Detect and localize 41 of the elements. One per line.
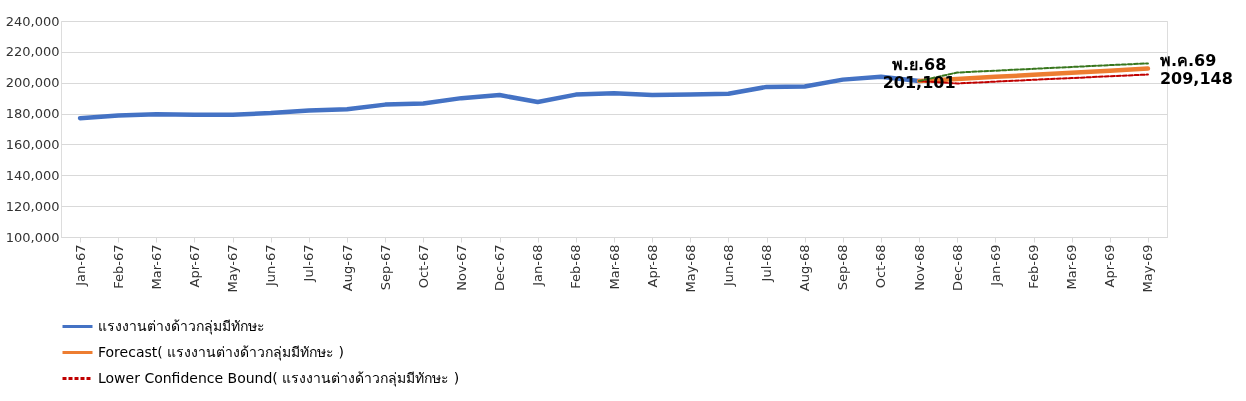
x-tick-label: Jan-68 (530, 244, 546, 287)
x-tick-label: Mar-68 (606, 244, 622, 290)
x-tick-label: Apr-68 (644, 244, 660, 288)
x-tick-label: Apr-67 (186, 244, 202, 288)
x-tick-label: Jul-67 (301, 244, 317, 283)
y-tick-label: 200,000 (5, 75, 60, 91)
x-tick-label: Sep-68 (835, 244, 851, 291)
x-tick-label: Jan-67 (72, 244, 88, 287)
legend-label: Lower Confidence Bound( แรงงานต่างด้าวกลุ่มมีทักษะ ) (98, 369, 460, 387)
x-tick-label: Jul-68 (759, 244, 775, 283)
x-tick-label: Feb-68 (568, 244, 584, 289)
x-tick-label: May-67 (225, 244, 241, 293)
y-tick-label: 240,000 (5, 13, 60, 29)
x-tick-label: May-68 (682, 244, 698, 293)
x-tick-label: Feb-67 (110, 244, 126, 289)
annotation: พ.ค.69 209,148 (1159, 50, 1233, 88)
x-tick-label: Jan-69 (987, 244, 1003, 287)
x-tick-label: Oct-67 (415, 244, 431, 289)
x-tick-label: Sep-67 (377, 244, 393, 291)
x-tick-label: Dec-68 (949, 244, 965, 291)
x-tick-label: Oct-68 (873, 244, 889, 289)
legend-label: แรงงานต่างด้าวกลุ่มมีทักษะ (98, 317, 265, 335)
y-tick-label: 120,000 (5, 198, 60, 214)
x-tick-label: Mar-69 (1064, 244, 1080, 290)
x-tick-label: Apr-69 (1102, 244, 1118, 288)
y-tick-label: 180,000 (5, 106, 60, 122)
x-tick-label: Mar-67 (148, 244, 164, 290)
x-tick-label: Aug-67 (339, 244, 355, 292)
x-tick-label: Dec-67 (492, 244, 508, 291)
x-tick-label: May-69 (1140, 244, 1156, 293)
x-tick-label: Nov-68 (911, 244, 927, 291)
y-tick-label: 220,000 (5, 44, 60, 60)
x-tick-label: Jun-67 (263, 244, 279, 288)
x-tick-label: Feb-69 (1026, 244, 1042, 289)
x-tick-label: Nov-67 (453, 244, 469, 291)
legend-label: Forecast( แรงงานต่างด้าวกลุ่มมีทักษะ ) (98, 343, 345, 361)
x-tick-label: Jun-68 (720, 244, 736, 288)
y-tick-label: 100,000 (5, 229, 60, 245)
y-tick-label: 140,000 (5, 167, 60, 183)
x-tick-label: Aug-68 (797, 244, 813, 292)
y-tick-label: 160,000 (5, 136, 60, 152)
